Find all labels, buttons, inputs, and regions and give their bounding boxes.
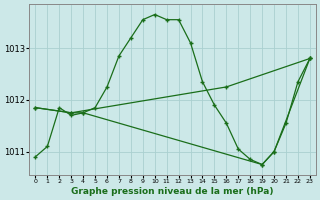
X-axis label: Graphe pression niveau de la mer (hPa): Graphe pression niveau de la mer (hPa) xyxy=(71,187,274,196)
